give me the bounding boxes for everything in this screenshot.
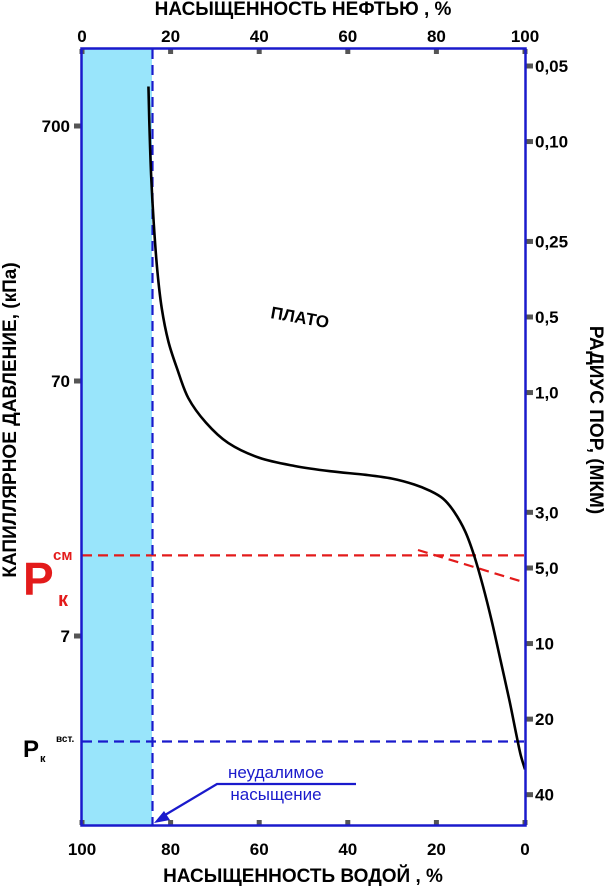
right-y-tick-mark bbox=[525, 63, 533, 69]
left-y-tick-label: 700 bbox=[42, 117, 70, 136]
pk-cm-label: Р к см bbox=[23, 547, 72, 611]
plateau-extension-dashed-line bbox=[417, 548, 521, 583]
plot-frame bbox=[80, 47, 527, 827]
right-y-tick-mark bbox=[525, 238, 533, 244]
pk-cm-subscript: к bbox=[58, 589, 69, 611]
right-y-tick-mark bbox=[525, 139, 533, 145]
top-x-tick-label: 20 bbox=[161, 27, 180, 46]
right-y-tick-label: 0,25 bbox=[535, 232, 568, 251]
right-y-tick-label: 20 bbox=[535, 710, 554, 729]
top-x-tick-mark bbox=[433, 49, 439, 54]
pk-cm-main-letter: Р bbox=[23, 553, 54, 605]
left-y-tick-mark bbox=[74, 123, 82, 129]
left-y-axis-ticks: 700 70 7 bbox=[42, 117, 82, 646]
right-y-tick-mark bbox=[525, 509, 533, 515]
pk-cm-superscript: см bbox=[53, 547, 72, 564]
irreducible-saturation-region bbox=[82, 49, 152, 825]
right-y-tick-mark bbox=[525, 390, 533, 396]
right-y-axis-title: РАДИУС ПОР, (МКМ) bbox=[585, 326, 604, 514]
irreducible-saturation-text: неудалимое насыщение bbox=[228, 763, 324, 804]
right-y-tick-label: 5,0 bbox=[535, 559, 559, 578]
top-x-tick-label: 100 bbox=[511, 27, 539, 46]
annotation-leader-line bbox=[159, 782, 356, 819]
left-y-tick-label: 70 bbox=[51, 372, 70, 391]
irreducible-saturation-annotation: неудалимое насыщение bbox=[154, 763, 356, 823]
bottom-x-tick-label: 0 bbox=[520, 840, 529, 859]
top-x-tick-label: 0 bbox=[77, 27, 86, 46]
annotation-arrowhead bbox=[154, 811, 170, 823]
pk-vst-subscript: к bbox=[40, 753, 46, 765]
right-y-tick-mark bbox=[525, 792, 533, 798]
left-y-tick-mark bbox=[74, 378, 82, 384]
left-y-tick-mark bbox=[74, 633, 82, 639]
pk-vst-label: Р к вст. bbox=[23, 734, 74, 765]
top-x-tick-mark bbox=[256, 49, 262, 54]
irreducible-saturation-text-line: неудалимое bbox=[228, 763, 324, 782]
right-y-tick-mark bbox=[525, 641, 533, 647]
bottom-x-tick-label: 40 bbox=[338, 840, 357, 859]
pk-vst-main-letter: Р bbox=[23, 736, 39, 763]
right-y-tick-label: 0,10 bbox=[535, 133, 568, 152]
irreducible-saturation-text-line: насыщение bbox=[230, 785, 321, 804]
top-x-tick-label: 40 bbox=[250, 27, 269, 46]
right-y-tick-label: 3,0 bbox=[535, 503, 559, 522]
right-y-tick-mark bbox=[525, 314, 533, 320]
capillary-pressure-curve bbox=[147, 86, 527, 770]
bottom-x-tick-mark bbox=[433, 820, 439, 825]
right-y-axis-ticks: 0,05 0,10 0,25 0,5 1,0 3,0 5,0 10 20 40 bbox=[525, 57, 568, 805]
plateau-label: ПЛАТО bbox=[269, 303, 330, 332]
bottom-x-tick-label: 80 bbox=[161, 840, 180, 859]
left-y-axis-title: КАПИЛЛЯРНОЕ ДАВЛЕНИЕ, (кПа) bbox=[0, 262, 21, 577]
right-y-tick-mark bbox=[525, 565, 533, 571]
top-x-tick-label: 80 bbox=[427, 27, 446, 46]
right-y-tick-label: 0,5 bbox=[535, 308, 559, 327]
left-y-tick-label: 7 bbox=[61, 627, 70, 646]
top-x-tick-mark bbox=[168, 49, 174, 54]
top-x-axis-ticks: 0 20 40 60 80 100 bbox=[77, 27, 539, 54]
right-y-tick-label: 10 bbox=[535, 635, 554, 654]
bottom-x-axis-title: НАСЫЩЕННОСТЬ ВОДОЙ , % bbox=[163, 865, 443, 887]
bottom-x-tick-mark bbox=[256, 820, 262, 825]
bottom-x-tick-label: 60 bbox=[250, 840, 269, 859]
top-x-axis-title: НАСЫЩЕННОСТЬ НЕФТЬЮ , % bbox=[155, 0, 452, 20]
pk-vst-superscript: вст. bbox=[56, 734, 74, 745]
top-x-tick-mark bbox=[345, 49, 351, 54]
right-y-tick-label: 40 bbox=[535, 786, 554, 805]
right-y-tick-mark bbox=[525, 716, 533, 722]
right-y-tick-label: 1,0 bbox=[535, 384, 559, 403]
right-y-tick-label: 0,05 bbox=[535, 57, 568, 76]
bottom-x-tick-label: 20 bbox=[427, 840, 446, 859]
bottom-x-tick-label: 100 bbox=[68, 840, 96, 859]
bottom-x-tick-mark bbox=[345, 820, 351, 825]
top-x-tick-label: 60 bbox=[338, 27, 357, 46]
bottom-x-tick-mark bbox=[168, 820, 174, 825]
